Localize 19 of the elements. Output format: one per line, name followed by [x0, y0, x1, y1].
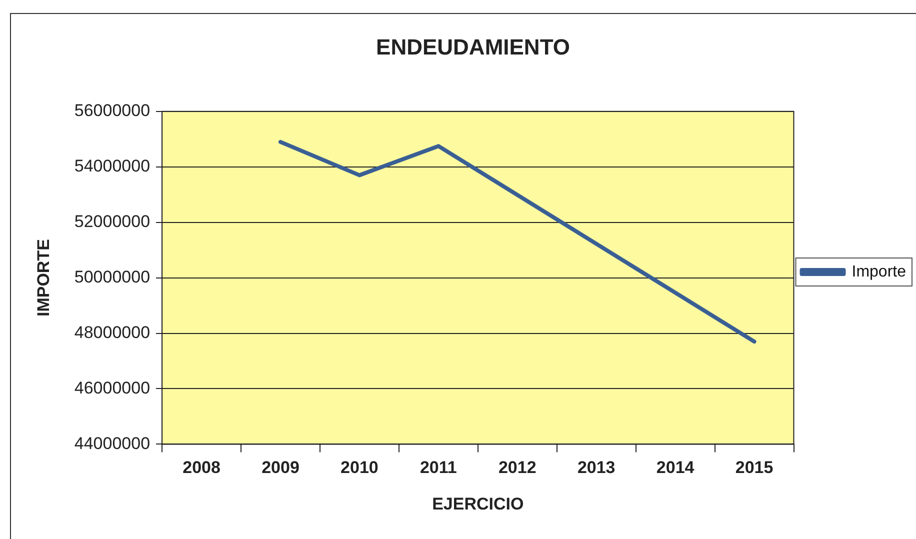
x-tick-label: 2015	[735, 458, 774, 478]
chart-title: ENDEUDAMIENTO	[376, 34, 570, 60]
x-tick-label: 2008	[182, 458, 220, 478]
y-tick-label: 48000000	[74, 322, 150, 342]
x-tick-label: 2011	[420, 458, 457, 478]
y-tick-label: 54000000	[74, 156, 150, 176]
legend-label: Importe	[852, 263, 906, 280]
y-tick-label: 50000000	[74, 267, 150, 286]
x-tick-label: 2014	[656, 458, 695, 478]
y-tick-label: 52000000	[74, 212, 150, 232]
y-tick-label: 44000000	[74, 434, 150, 453]
y-axis-title: IMPORTE	[34, 239, 53, 317]
x-tick-label: 2010	[340, 458, 378, 478]
y-tick-label: 46000000	[74, 378, 150, 398]
x-tick-label: 2009	[262, 458, 300, 478]
y-tick-label: 56000000	[74, 101, 150, 120]
x-tick-label: 2012	[498, 458, 536, 478]
x-tick-label: 2013	[577, 458, 616, 478]
x-axis-title: EJERCICIO	[432, 494, 524, 514]
